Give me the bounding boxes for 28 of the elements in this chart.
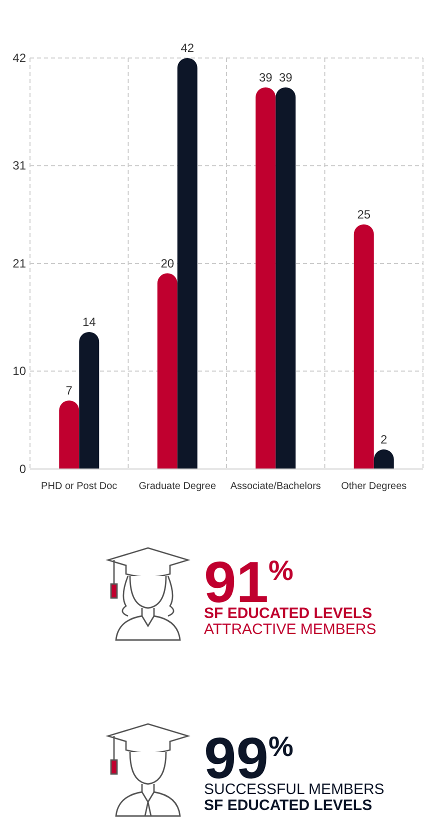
text: SF EDUCATED LEVELS bbox=[204, 797, 372, 814]
data-label: 2 bbox=[380, 432, 388, 446]
data-label: 20 bbox=[160, 256, 174, 270]
bar bbox=[256, 87, 276, 469]
text: SUCCESSFUL MEMBERS bbox=[204, 781, 384, 798]
data-label: 14 bbox=[82, 315, 96, 329]
bar bbox=[177, 58, 198, 469]
data-label: 39 bbox=[258, 70, 273, 84]
x-tick-label: Associate/Bachelors bbox=[230, 481, 321, 492]
text: SF EDUCATED LEVELS bbox=[204, 605, 372, 622]
y-tick-label: 10 bbox=[12, 364, 26, 378]
data-label: 39 bbox=[278, 70, 293, 84]
y-tick-label: 21 bbox=[12, 256, 26, 270]
x-tick-label: PHD or Post Doc bbox=[41, 481, 118, 492]
bar bbox=[79, 332, 100, 469]
data-label: 7 bbox=[66, 384, 73, 398]
data-label: 42 bbox=[180, 41, 194, 55]
x-tick-label: Graduate Degree bbox=[138, 481, 216, 492]
data-label: 25 bbox=[357, 207, 371, 222]
y-tick-label: 42 bbox=[12, 51, 26, 65]
y-tick-label: 31 bbox=[12, 158, 26, 173]
bar bbox=[59, 400, 80, 469]
text: ATTRACTIVE MEMBERS bbox=[204, 621, 376, 638]
bar bbox=[276, 87, 296, 469]
y-tick-label: 0 bbox=[19, 462, 26, 476]
x-tick-label: Other Degrees bbox=[341, 481, 407, 492]
bar bbox=[354, 224, 374, 469]
bar bbox=[157, 273, 178, 469]
